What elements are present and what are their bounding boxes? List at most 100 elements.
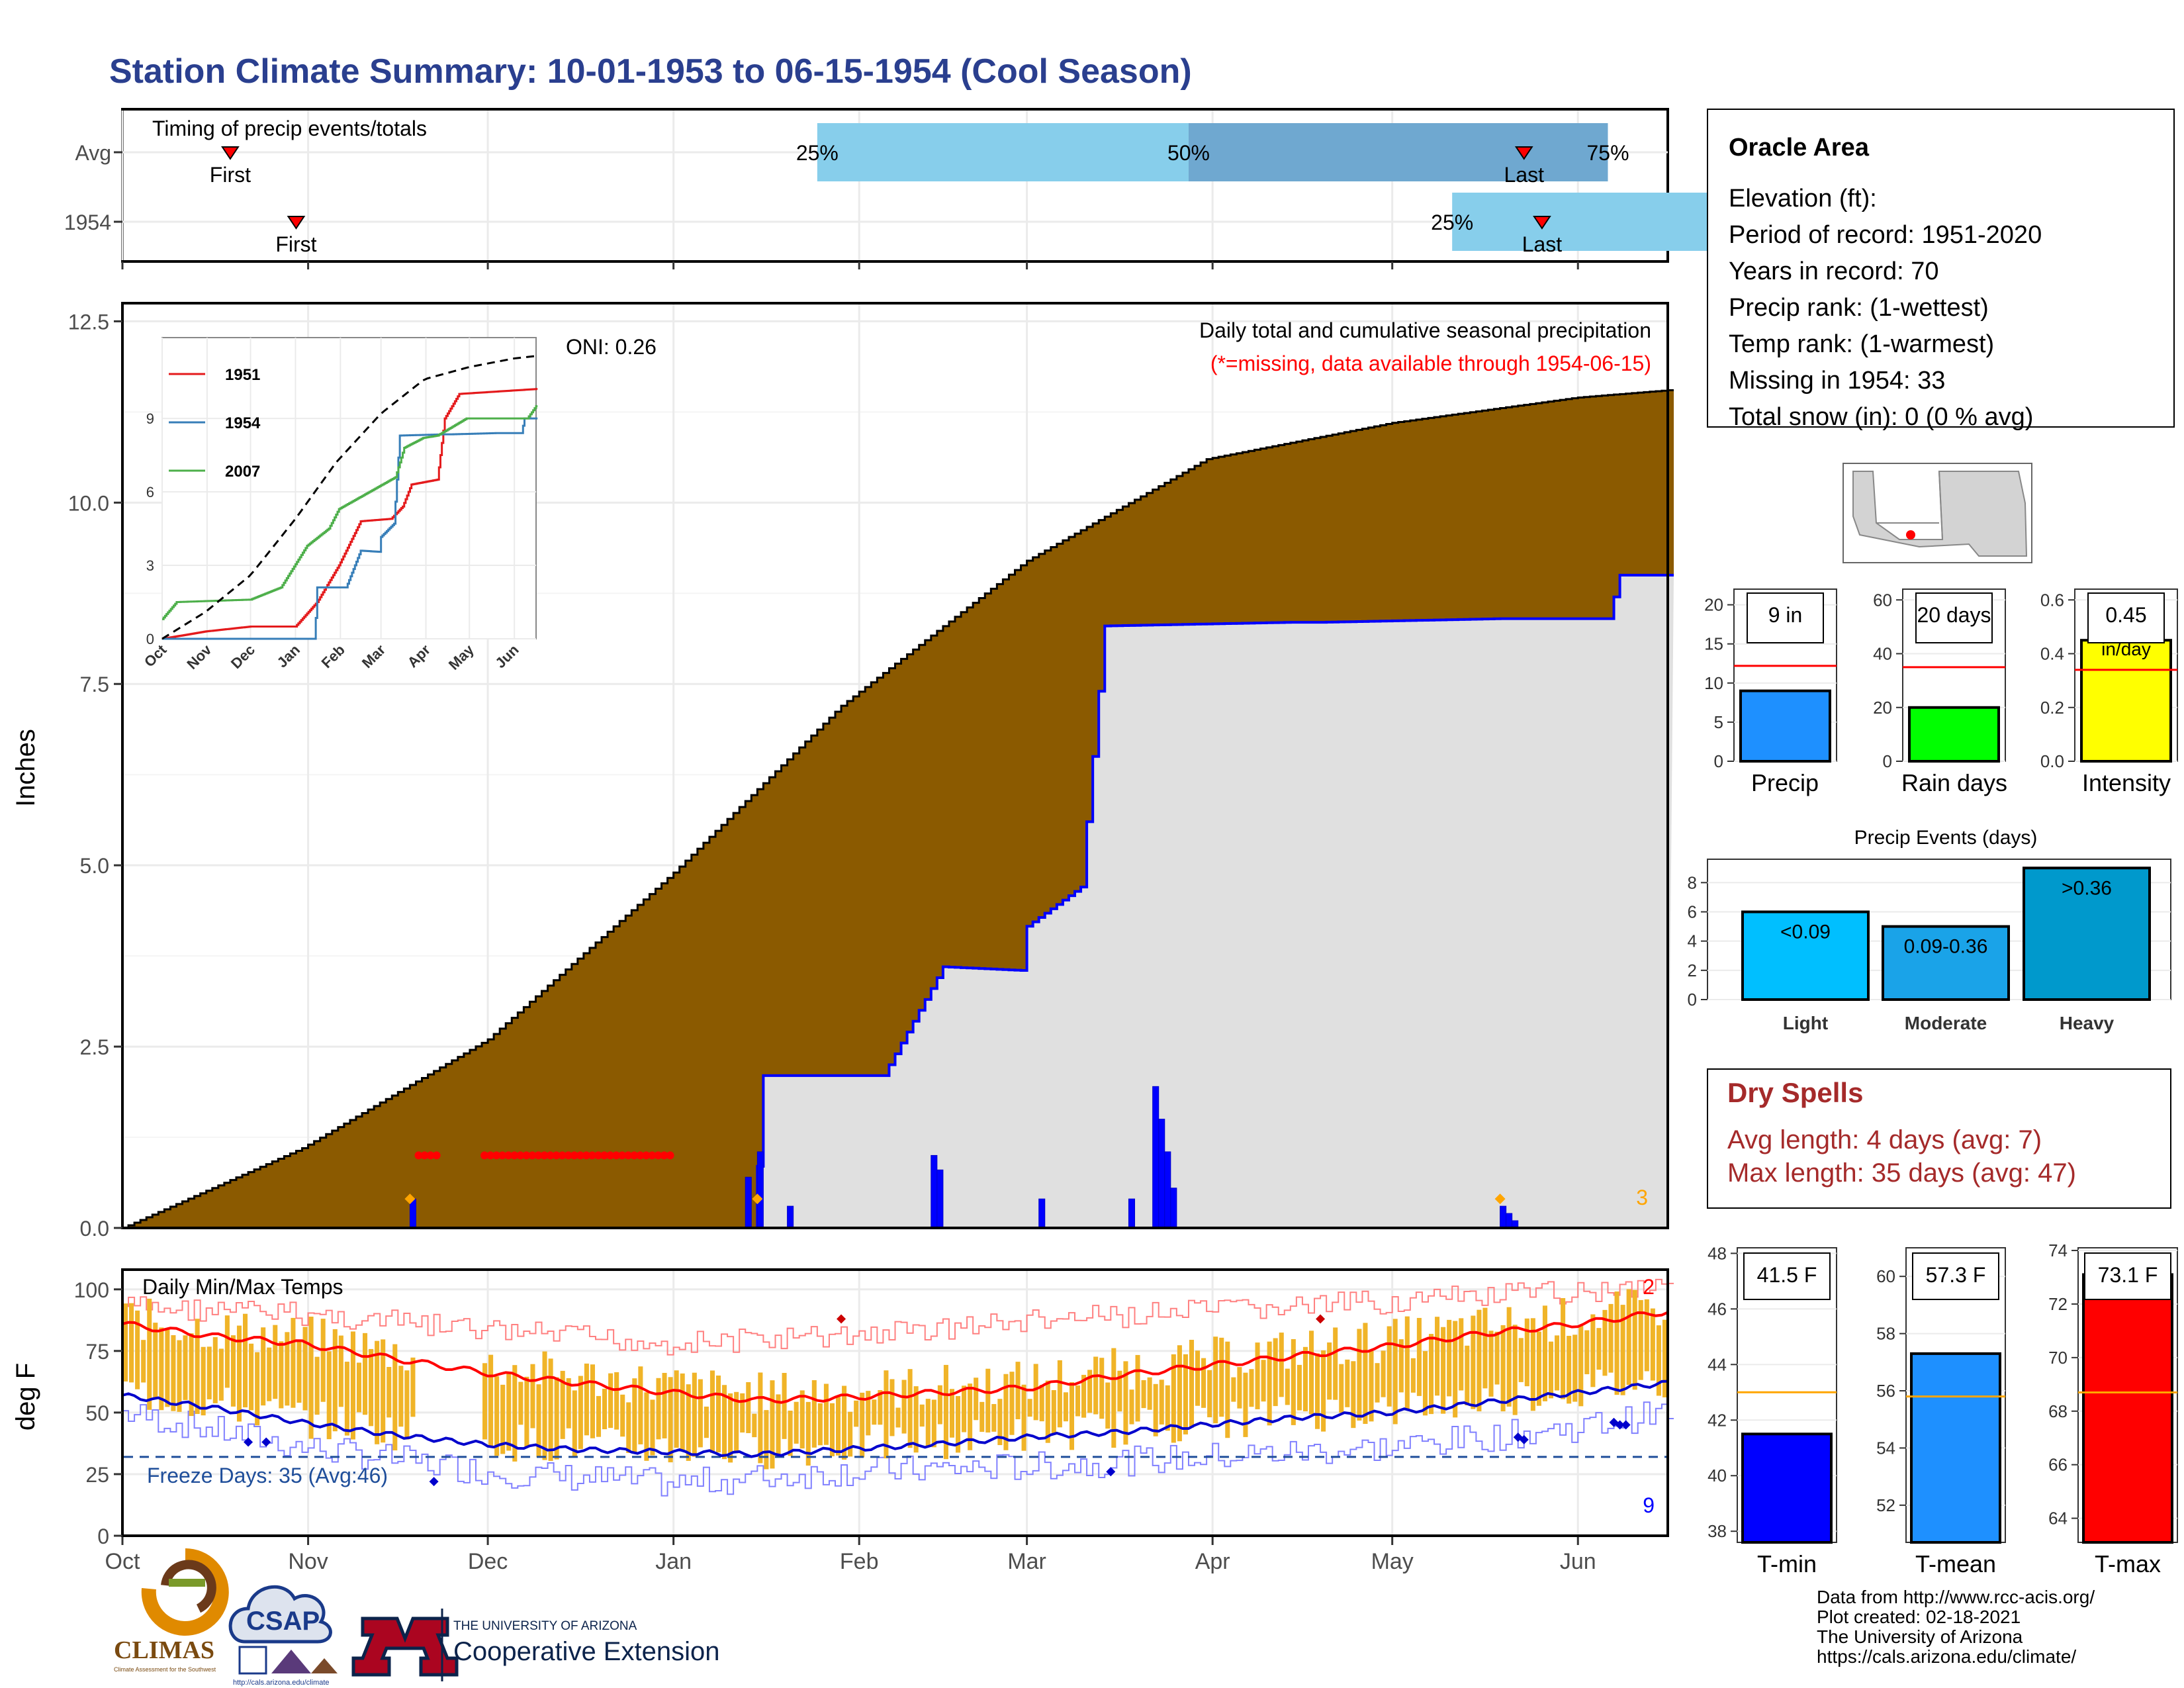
daily-temp-bar (752, 1413, 757, 1438)
timing-last-marker (1533, 216, 1551, 230)
daily-temp-bar (1075, 1385, 1081, 1417)
timing-first-label: First (275, 232, 316, 256)
side-temp-tick-label: 60 (1876, 1266, 1895, 1286)
missing-day-marker (600, 1151, 609, 1160)
events-tick-label: 6 (1688, 902, 1697, 922)
daily-temp-bar (314, 1356, 320, 1415)
daily-max-marker (752, 1194, 763, 1205)
daily-temp-bar (308, 1317, 314, 1439)
daily-temp-bar (608, 1373, 614, 1429)
side-precip-tick-label: 0 (1714, 751, 1723, 771)
month-tick-label: Apr (1195, 1549, 1230, 1574)
daily-temp-bar (1644, 1299, 1649, 1372)
daily-temp-bar (848, 1411, 853, 1457)
daily-temp-bar (1530, 1318, 1535, 1411)
side-temp-tick-label: 48 (1707, 1243, 1727, 1263)
daily-temp-bar (913, 1386, 919, 1453)
daily-temp-bar (740, 1393, 745, 1433)
temp-y-tick-label: 25 (85, 1463, 109, 1487)
side-temp-bar (1910, 1352, 2001, 1544)
daily-temp-bar (1375, 1363, 1380, 1403)
timing-last-label: Last (1522, 232, 1563, 256)
daily-temp-bar (1219, 1337, 1224, 1417)
daily-temp-bar (183, 1335, 188, 1400)
daily-temp-bar (709, 1370, 715, 1453)
daily-temp-bar (177, 1340, 182, 1412)
missing-day-marker (630, 1151, 639, 1160)
daily-temp-bar (1555, 1335, 1560, 1391)
side-precip-category-label: Precip (1751, 769, 1819, 796)
daily-temp-bar (1297, 1364, 1302, 1411)
side-precip-tick-label: 0.2 (2040, 698, 2064, 718)
daily-temp-bar (392, 1344, 398, 1451)
inset-legend-label: 2007 (225, 463, 260, 481)
daily-temp-bar (1105, 1382, 1111, 1429)
daily-precip-bar (1152, 1086, 1160, 1229)
daily-temp-bar (770, 1380, 775, 1469)
missing-day-marker (546, 1151, 555, 1160)
daily-temp-bar (404, 1370, 410, 1440)
daily-temp-bar (1321, 1350, 1326, 1432)
daily-temp-bar (1632, 1289, 1637, 1390)
daily-temp-bar (632, 1378, 637, 1454)
daily-temp-bar (1416, 1317, 1422, 1396)
daily-temp-bar (1207, 1370, 1212, 1418)
daily-temp-bar (375, 1340, 380, 1444)
events-bar (2023, 867, 2151, 1001)
daily-temp-bar (728, 1393, 733, 1463)
daily-temp-bar (171, 1335, 176, 1411)
daily-temp-bar (949, 1389, 955, 1438)
daily-temp-bar (1201, 1358, 1206, 1408)
side-temp-tick-label: 38 (1707, 1521, 1727, 1541)
daily-temp-bar (1039, 1385, 1044, 1422)
daily-temp-bar (1638, 1299, 1643, 1380)
daily-temp-bar (1057, 1360, 1062, 1428)
daily-temp-bar (596, 1395, 602, 1437)
daily-temp-bar (1069, 1382, 1075, 1450)
side-temp-bar (2082, 1273, 2173, 1544)
daily-temp-bar (1051, 1390, 1056, 1435)
missing-day-marker (648, 1151, 657, 1160)
csap-logo: CSAP http://cals.arizona.edu/climate (228, 1585, 338, 1687)
events-tick-label: 8 (1688, 872, 1697, 892)
daily-precip-bar (1128, 1198, 1136, 1229)
daily-temp-bar (236, 1325, 242, 1422)
daily-temp-bar (542, 1351, 547, 1460)
daily-temp-bar (230, 1335, 236, 1407)
events-tick-label: 0 (1688, 990, 1697, 1009)
daily-temp-bar (494, 1376, 500, 1456)
avg-cumulative-area (122, 390, 1674, 1228)
daily-temp-bar (1369, 1350, 1374, 1422)
daily-temp-bar (488, 1354, 494, 1447)
temp-y-tick-label: 75 (85, 1340, 109, 1364)
daily-temp-bar (554, 1377, 559, 1460)
station-info-line: Years in record: 70 (1729, 258, 1939, 285)
daily-temp-bar (1147, 1377, 1152, 1410)
daily-temp-bar (866, 1391, 871, 1436)
daily-temp-bar (1542, 1305, 1547, 1401)
daily-temp-bar (320, 1319, 326, 1402)
avg-max-line (122, 1311, 1668, 1404)
daily-precip-bar (745, 1176, 752, 1229)
daily-precip-bar (1170, 1188, 1177, 1229)
daily-temp-bar (1183, 1354, 1188, 1434)
missing-day-marker (624, 1151, 633, 1160)
precip-y-tick-label: 0.0 (80, 1217, 109, 1241)
side-precip-tick-label: 20 (1873, 698, 1892, 718)
side-temp-tick-label: 56 (1876, 1381, 1895, 1401)
daily-temp-bar (363, 1333, 368, 1415)
side-temp-tick-label: 40 (1707, 1466, 1727, 1485)
events-category-label: Moderate (1905, 1013, 1987, 1033)
side-temp-tick-label: 44 (1707, 1354, 1727, 1374)
missing-day-marker (540, 1151, 549, 1160)
record-high-marker (1316, 1314, 1326, 1324)
daily-temp-bar (674, 1370, 679, 1448)
daily-temp-bar (1572, 1335, 1578, 1402)
daily-temp-bar (410, 1357, 416, 1417)
side-precip-value-unit: in/day (2101, 639, 2151, 659)
daily-temp-bar (835, 1397, 841, 1456)
month-x-axis: Oct Nov Dec Jan Feb Mar Apr May Jun (105, 1537, 1596, 1574)
daily-temp-bar (1123, 1361, 1128, 1445)
daily-temp-bar (296, 1340, 302, 1403)
daily-temp-bar (1590, 1314, 1596, 1387)
